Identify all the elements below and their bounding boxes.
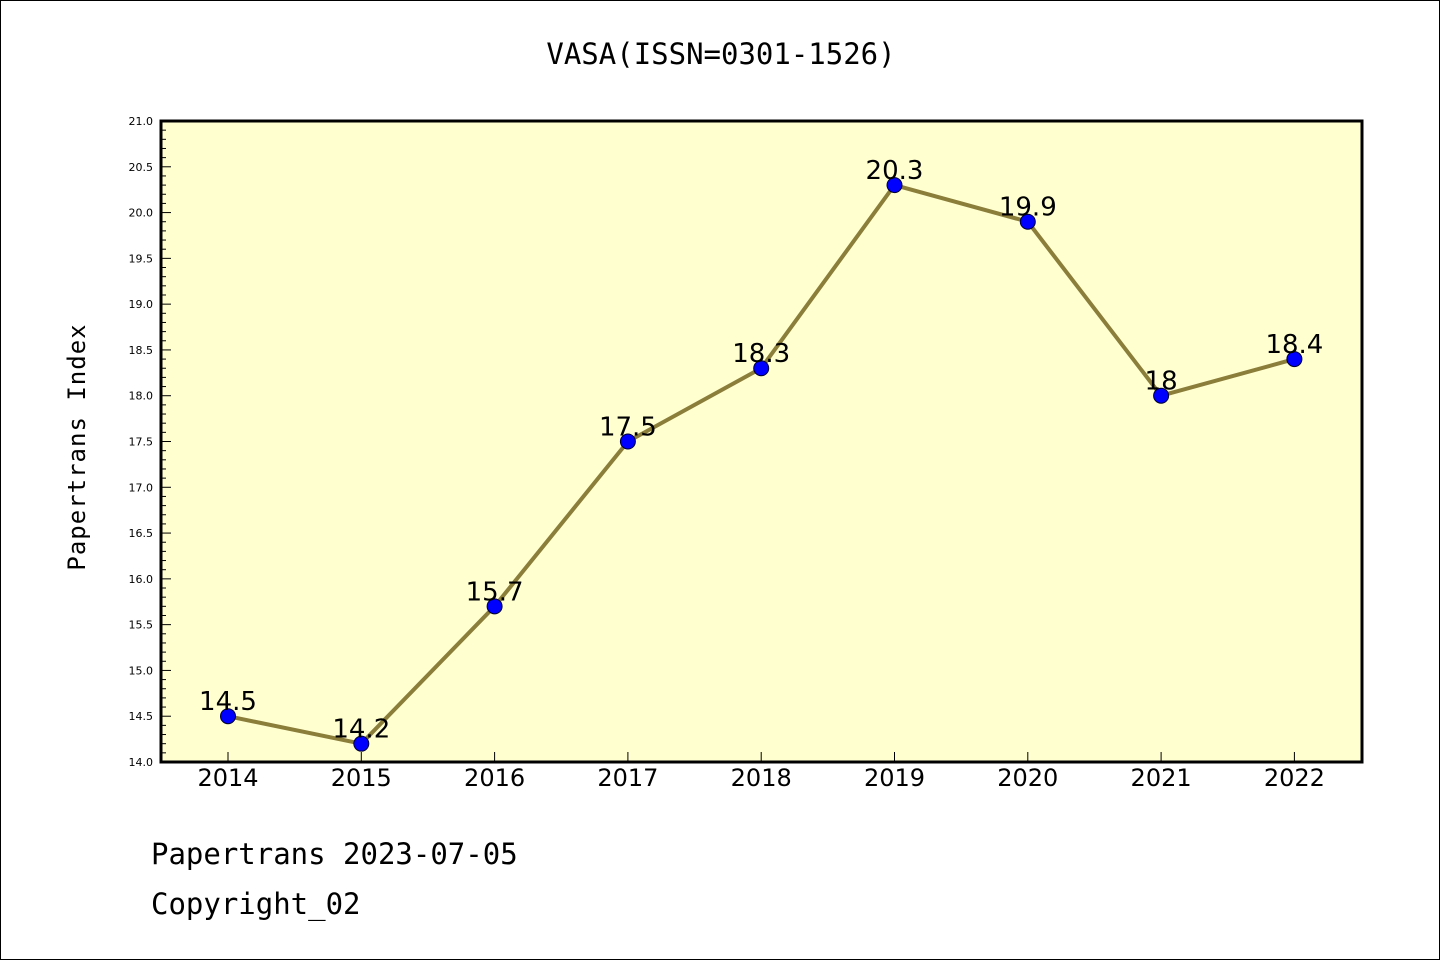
chart-title: VASA(ISSN=0301-1526) <box>546 37 896 71</box>
data-point <box>1153 387 1170 404</box>
y-tick-label: 20.5 <box>129 161 154 174</box>
data-label: 20.3 <box>866 156 924 186</box>
y-tick-label: 18.0 <box>129 390 154 403</box>
y-tick-label: 20.0 <box>129 207 154 220</box>
y-tick-label: 21.0 <box>129 115 154 128</box>
y-tick-label: 18.5 <box>129 344 154 357</box>
x-tick-label: 2017 <box>597 764 658 792</box>
x-tick-label: 2021 <box>1131 764 1192 792</box>
x-tick-label: 2014 <box>197 764 258 792</box>
data-point <box>220 708 236 725</box>
data-label: 18.4 <box>1265 330 1323 360</box>
data-point <box>619 433 636 450</box>
x-tick-label: 2015 <box>331 764 392 792</box>
data-point <box>486 598 503 615</box>
plot-frame <box>159 119 1364 764</box>
data-point <box>1286 351 1303 368</box>
data-label: 14.2 <box>332 715 390 745</box>
x-tick-label: 2018 <box>731 764 792 792</box>
footer-copyright-text: Copyright_02 <box>151 887 361 921</box>
x-tick-label: 2022 <box>1264 764 1325 792</box>
y-tick-label: 17.5 <box>129 436 154 449</box>
data-label: 18.3 <box>732 339 790 369</box>
x-tick-label: 2020 <box>997 764 1058 792</box>
data-label: 17.5 <box>599 413 657 443</box>
x-tick-label: 2016 <box>464 764 525 792</box>
y-tick-label: 14.0 <box>129 756 154 769</box>
data-point <box>353 735 370 752</box>
data-label: 18 <box>1145 367 1178 397</box>
data-point <box>753 360 770 377</box>
footer-date-text: Papertrans 2023-07-05 <box>151 837 518 871</box>
data-series: 14.5 14.2 15.7 17.5 18.3 20.3 19.9 18 18.4 <box>199 156 1323 752</box>
plot-area <box>161 121 1362 762</box>
y-tick-label: 17.0 <box>129 481 154 494</box>
y-tick-label: 14.5 <box>129 710 154 723</box>
data-label: 14.5 <box>199 687 257 717</box>
data-label: 19.9 <box>999 193 1057 223</box>
y-tick-label: 15.5 <box>129 619 154 632</box>
y-tick-label: 19.0 <box>129 298 154 311</box>
y-tick-label: 19.5 <box>129 252 154 265</box>
y-tick-label: 15.0 <box>129 664 154 677</box>
data-label: 15.7 <box>466 577 524 607</box>
tick-labels: 14.0 14.5 15.0 15.5 16.0 16.5 17.0 17.5 18.0 18.5… <box>129 115 1325 792</box>
y-tick-label: 16.0 <box>129 573 154 586</box>
x-tick-label: 2019 <box>864 764 925 792</box>
data-point <box>886 177 903 194</box>
data-point <box>1019 213 1036 230</box>
y-tick-label: 16.5 <box>129 527 154 540</box>
